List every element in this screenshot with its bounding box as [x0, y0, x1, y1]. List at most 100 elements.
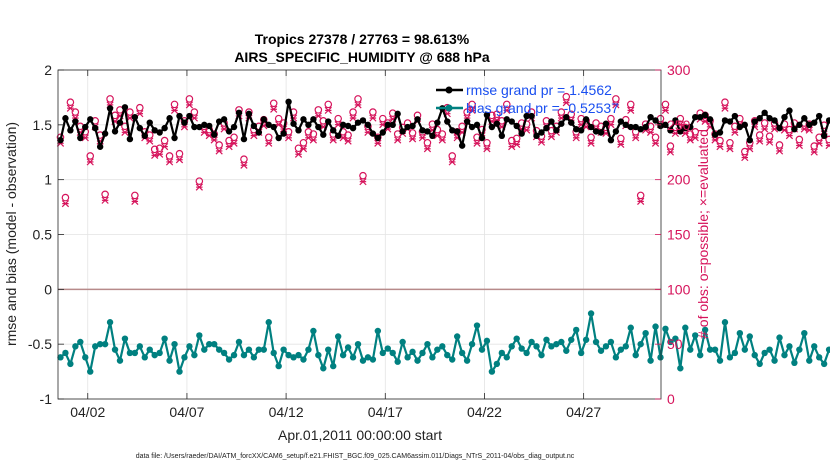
evaluated-obs-marker: [270, 105, 278, 113]
bias-point: [364, 354, 372, 361]
bias-point: [131, 349, 139, 357]
bias-point: [106, 319, 114, 326]
bias-point: [776, 334, 783, 341]
possible-obs-marker: [61, 193, 70, 202]
evaluated-obs-marker: [448, 158, 456, 166]
rmse-point: [67, 127, 74, 134]
evaluated-obs-marker: [785, 131, 794, 140]
y-right-tick-label: 0: [667, 391, 675, 407]
rmse-point: [776, 124, 783, 132]
bias-point: [310, 327, 317, 335]
bias-point: [434, 346, 441, 353]
possible-obs-marker: [557, 108, 566, 116]
rmse-point: [399, 128, 406, 135]
x-tick-label: 04/22: [467, 404, 502, 420]
bias-point: [191, 351, 198, 359]
evaluated-obs-marker: [612, 101, 620, 109]
evaluated-obs-marker: [324, 106, 332, 115]
possible-obs-marker: [512, 134, 521, 143]
rmse-point: [508, 118, 515, 125]
evaluated-obs-marker: [165, 158, 174, 166]
evaluated-obs-marker: [761, 125, 769, 133]
evaluated-obs-marker: [765, 138, 774, 146]
bias-point: [498, 349, 506, 357]
rmse-point: [186, 112, 193, 120]
evaluated-obs-marker: [825, 141, 830, 150]
evaluated-obs-marker: [121, 128, 129, 136]
possible-obs-marker: [215, 141, 223, 149]
rmse-point: [468, 123, 476, 131]
bias-point: [201, 346, 208, 353]
bias-point: [146, 346, 153, 353]
bias-point: [374, 327, 382, 335]
rmse-point: [493, 120, 501, 127]
possible-obs-marker: [334, 114, 342, 123]
rmse-point: [285, 98, 292, 106]
bias-point: [295, 351, 302, 359]
y-right-tick-label: 150: [667, 227, 691, 243]
evaluated-obs-marker: [587, 139, 595, 147]
bias-point: [369, 356, 377, 363]
possible-obs-marker: [726, 138, 734, 147]
rmse-point: [463, 118, 471, 125]
bias-point: [206, 340, 213, 348]
rmse-point: [334, 132, 342, 139]
possible-obs-marker: [269, 99, 278, 108]
rmse-point: [131, 113, 139, 121]
rmse-point: [126, 135, 134, 143]
possible-obs-marker: [379, 114, 387, 123]
bias-point: [121, 335, 129, 342]
bias-point: [339, 351, 347, 359]
possible-obs-marker: [71, 108, 80, 116]
rmse-point: [414, 116, 421, 123]
rmse-point: [538, 129, 545, 136]
rmse-point: [597, 129, 605, 136]
y-right-tick-label: 200: [667, 172, 691, 188]
bias-point: [344, 344, 352, 351]
rmse-point: [196, 123, 203, 131]
possible-obs-marker: [314, 106, 323, 114]
bias-point: [186, 343, 193, 350]
bias-point: [815, 354, 823, 361]
possible-obs-marker: [448, 152, 457, 160]
rmse-point: [513, 122, 520, 130]
rmse-point: [215, 118, 223, 125]
possible-obs-marker: [775, 141, 784, 149]
bias-point: [731, 349, 739, 357]
evaluated-obs-marker: [731, 128, 739, 136]
bias-point: [349, 354, 357, 361]
y-axis-label: rmse and bias (model - observation): [3, 122, 19, 346]
rmse-point: [290, 120, 297, 127]
rmse-point: [791, 126, 798, 133]
bias-point: [325, 346, 332, 353]
bias-point: [508, 343, 515, 350]
rmse-point: [523, 112, 530, 120]
possible-obs-marker: [185, 95, 194, 103]
possible-obs-marker: [502, 100, 511, 109]
bias-point: [637, 340, 644, 348]
rmse-point: [801, 115, 808, 122]
rmse-point: [692, 113, 699, 121]
possible-obs-marker: [483, 138, 491, 147]
possible-obs-marker: [741, 147, 749, 156]
rmse-point: [225, 128, 233, 135]
rmse-point: [255, 129, 263, 136]
rmse-point: [270, 123, 277, 131]
rmse-point: [191, 123, 198, 131]
rmse-point: [230, 123, 238, 131]
bias-point: [771, 357, 778, 364]
bias-point: [235, 338, 243, 346]
evaluated-obs-marker: [513, 140, 521, 149]
bias-point: [796, 346, 803, 353]
bias-point: [449, 356, 456, 363]
bias-point: [290, 354, 297, 361]
evaluated-obs-marker: [374, 139, 382, 147]
y-tick-label: 2: [44, 62, 52, 78]
bias-point: [334, 333, 342, 340]
possible-obs-marker: [369, 108, 377, 116]
possible-obs-marker: [101, 190, 109, 199]
bias-point: [806, 357, 813, 364]
obs-count-markers: [56, 92, 830, 208]
rmse-point: [295, 127, 302, 134]
possible-obs-marker: [230, 133, 238, 142]
